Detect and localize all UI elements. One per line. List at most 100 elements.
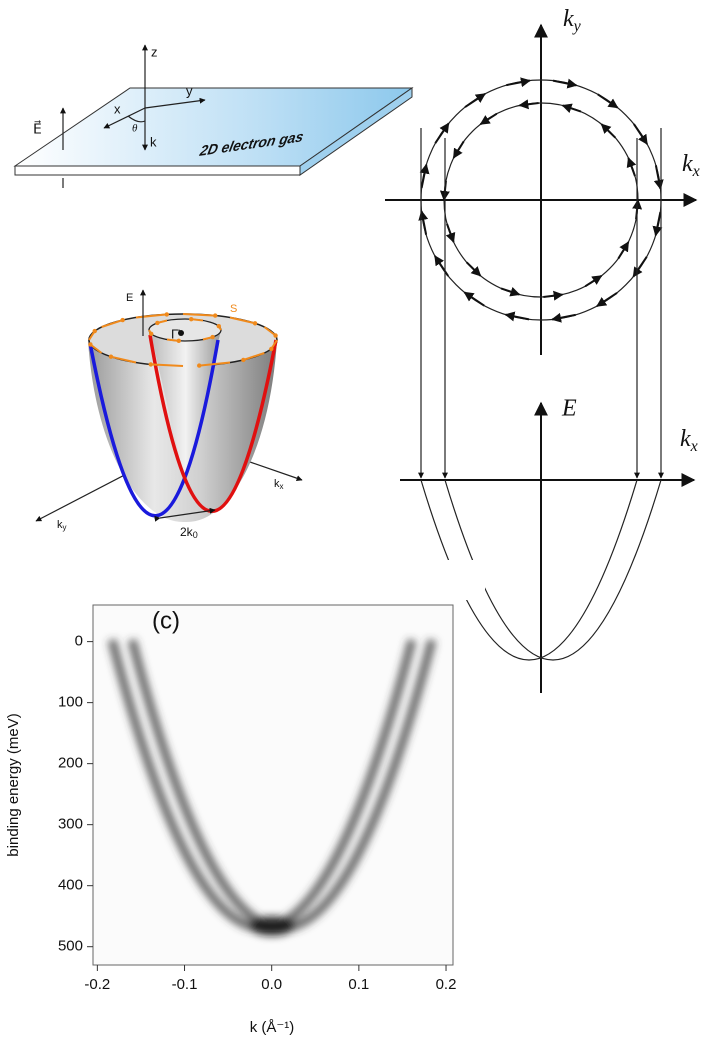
- kx-sub: x: [690, 438, 698, 455]
- kx-label-bottom: kx: [680, 426, 698, 455]
- gamma-point: [178, 330, 184, 336]
- spin-dot: [269, 346, 274, 352]
- kx-main: k: [680, 426, 691, 452]
- inner-cone: [150, 330, 221, 482]
- spin-dot: [148, 362, 153, 367]
- spin-arrow: [596, 292, 618, 307]
- spin-arrow: [263, 326, 277, 337]
- x-tick-label: -0.1: [172, 976, 198, 993]
- spin-dot: [88, 342, 93, 347]
- y-label: y: [186, 83, 193, 98]
- spin-dot: [213, 313, 218, 318]
- spin-dot: [176, 338, 181, 344]
- spin-arrow: [464, 93, 486, 108]
- splitting-arrow: [154, 507, 216, 522]
- ky-label: ky: [57, 519, 67, 532]
- x-label: x: [114, 101, 121, 116]
- spin-arrow: [110, 355, 137, 364]
- spin-arrow: [445, 223, 456, 244]
- spin-arrow: [500, 286, 521, 297]
- spin-arrow: [584, 274, 603, 288]
- spin-arrow: [243, 352, 265, 361]
- energy-label: E: [126, 292, 133, 304]
- spin-arrow: [434, 122, 450, 144]
- spin-dot: [273, 333, 278, 338]
- spin-arrow: [543, 290, 564, 301]
- spin-dot: [189, 316, 194, 322]
- ky-main: k: [563, 6, 574, 32]
- x-tick-label: -0.2: [84, 976, 110, 993]
- energy-label: E: [561, 396, 577, 422]
- y-tick-label: 200: [58, 755, 83, 772]
- spin-dot: [252, 321, 258, 326]
- x-tick-label: 0.0: [261, 976, 282, 993]
- spin-arrow: [434, 255, 449, 277]
- spin-arrow: [182, 313, 216, 317]
- plot-frame: [92, 604, 454, 966]
- kx-label-top: kx: [682, 151, 700, 180]
- spin-arrow: [633, 123, 648, 145]
- theta-label: θ: [132, 123, 138, 135]
- spin-dot: [197, 363, 202, 368]
- ky-label: ky: [563, 6, 582, 35]
- spin-arrow: [89, 343, 103, 354]
- spin-arrow: [552, 78, 578, 89]
- ky-main: k: [57, 519, 63, 531]
- panel-right: ky kx E kx: [385, 6, 700, 693]
- kx-sub: x: [280, 482, 284, 491]
- kx-main: k: [274, 478, 280, 490]
- kx-label: kx: [274, 478, 284, 491]
- y-tick-label: 400: [58, 877, 83, 894]
- spin-arrow: [506, 77, 531, 88]
- y-tick-label: 0: [75, 633, 83, 650]
- y-axis-label: binding energy (meV): [5, 713, 22, 856]
- panel-b: E S Γ̄ kx ky 2k0: [35, 289, 303, 540]
- band-bottom: [250, 916, 294, 936]
- spin-dot: [216, 324, 222, 329]
- spin-arrow: [600, 123, 617, 139]
- x-axis-label: k (Å⁻¹): [250, 1019, 295, 1036]
- spin-arrow: [626, 156, 637, 177]
- splitting-sub: 0: [193, 530, 198, 540]
- spin-dot: [120, 317, 125, 323]
- theta-arc: [127, 115, 146, 123]
- spin-arrow: [229, 316, 256, 325]
- spin-arrow: [653, 165, 664, 190]
- gamma-label: Γ̄: [171, 326, 180, 341]
- ky-sub: y: [63, 523, 67, 532]
- intensity: [107, 638, 437, 936]
- y-tick-label: 100: [58, 694, 83, 711]
- y-tick-label: 300: [58, 816, 83, 833]
- mask: [430, 560, 485, 600]
- spin-dot: [164, 312, 169, 317]
- splitting-main: 2k: [180, 525, 194, 539]
- spin-arrow: [101, 319, 123, 328]
- z-label: z: [151, 44, 158, 59]
- spin-arrow: [479, 112, 498, 126]
- spin-arrow: [419, 163, 430, 189]
- y-axis: [144, 97, 206, 109]
- spin-dot: [210, 334, 215, 340]
- y-tick-label: 500: [58, 938, 83, 955]
- panel-label: (c): [152, 607, 180, 634]
- spin-arrow: [632, 256, 648, 278]
- spin-dot: [108, 354, 114, 359]
- spin-arrows: [418, 77, 664, 323]
- splitting-label: 2k0: [180, 525, 198, 540]
- ky-sub: y: [572, 18, 582, 35]
- kx-axis: [249, 461, 303, 482]
- spin-arrow: [551, 312, 576, 323]
- spin-arrow: [452, 140, 465, 159]
- kx-sub: x: [692, 163, 700, 180]
- spin-dot: [155, 320, 160, 326]
- spin-arrow: [150, 363, 184, 367]
- slab-front: [14, 165, 301, 176]
- panel-a: E⃗ z y x θ k 2D electron gas: [13, 44, 414, 188]
- field-label: E⃗: [33, 120, 42, 137]
- k-label: k: [150, 134, 157, 149]
- spin-arrow: [463, 291, 485, 307]
- spin-arrow: [199, 361, 231, 367]
- spin-arrow: [504, 311, 530, 322]
- spin-arrows: [88, 312, 278, 368]
